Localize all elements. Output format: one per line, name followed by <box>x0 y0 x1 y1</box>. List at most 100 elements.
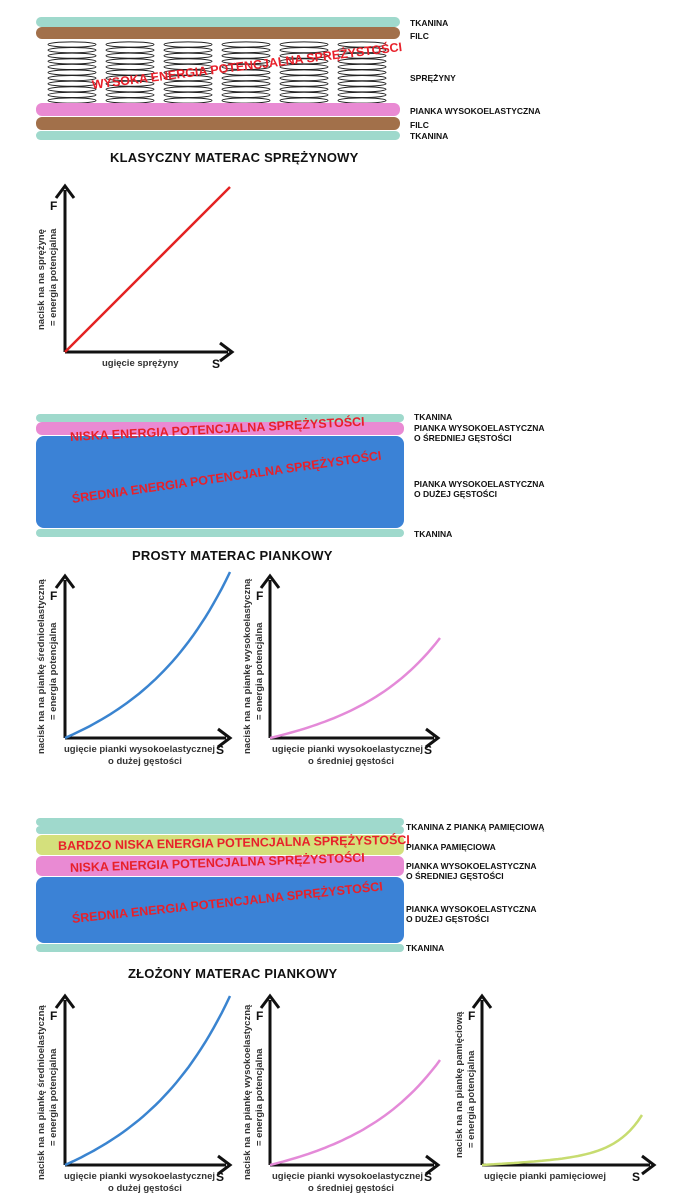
layer-fabric-bottom <box>36 529 404 537</box>
layer-foam-high-density <box>36 436 404 528</box>
label-tkanina-bottom: TKANINA <box>406 943 445 953</box>
y-axis-label-1: nacisk na na piankę pamięciową <box>454 1011 465 1158</box>
y-axis-label-2: = energia potencjalna <box>254 622 265 720</box>
label-filc-bottom: FILC <box>410 120 429 130</box>
spring-force-line <box>64 186 231 353</box>
x-axis-label-1: ugięcie pianki wysokoelastycznej <box>64 744 215 755</box>
layer-fabric-bottom <box>36 944 404 952</box>
y-axis-arrow-icon <box>471 993 493 1009</box>
layer-fabric-bottom <box>36 131 400 140</box>
x-axis-label-2: o średniej gęstości <box>308 1183 394 1194</box>
chart-spring: F S nacisk na na sprężynę = energia pote… <box>36 183 235 371</box>
spring-coil <box>279 41 329 104</box>
y-axis-letter: F <box>50 199 57 213</box>
label-sprezyny: SPRĘŻYNY <box>410 73 456 83</box>
x-axis-label: ugięcie sprężyny <box>102 358 179 369</box>
y-axis-letter: F <box>256 589 263 603</box>
x-axis-label-1: ugięcie pianki wysokoelastycznej <box>64 1171 215 1182</box>
x-axis-label-1: ugięcie pianki pamięciowej <box>484 1171 606 1182</box>
y-axis-arrow-icon <box>259 993 281 1009</box>
x-axis-letter: S <box>216 743 224 757</box>
label-filc-top: FILC <box>410 31 429 41</box>
chart-memory-foam: F S nacisk na na piankę pamięciową = ene… <box>454 993 657 1184</box>
x-axis-label-2: o dużej gęstości <box>108 1183 182 1194</box>
y-axis-label-1: nacisk na na piankę wysokoelastyczną <box>242 1004 253 1180</box>
layer-foam-medium <box>36 422 404 435</box>
y-axis-label-2: = energia potencjalna <box>48 622 59 720</box>
x-axis-letter: S <box>216 1170 224 1184</box>
x-axis-letter: S <box>424 1170 432 1184</box>
layer-foam-pink <box>36 103 400 116</box>
layer-fabric-memory-2 <box>36 826 404 834</box>
label-tkanina-bottom: TKANINA <box>414 529 453 539</box>
y-axis-arrow-icon <box>54 573 76 589</box>
x-axis-arrow-icon <box>425 1154 441 1176</box>
force-curve-green <box>481 1114 644 1167</box>
y-axis-letter: F <box>50 1009 57 1023</box>
label-pianka-high-2: O DUŻEJ GĘSTOŚCI <box>406 914 489 924</box>
force-curve-blue <box>64 995 232 1167</box>
layer-foam-medium <box>36 856 404 876</box>
y-axis-label-2: = energia potencjalna <box>466 1050 477 1148</box>
y-axis-letter: F <box>468 1009 475 1023</box>
layer-fabric-top <box>36 414 404 422</box>
y-axis-label-2: = energia potencjalna <box>48 1048 59 1146</box>
y-axis-arrow-icon <box>54 183 76 199</box>
x-axis-letter: S <box>212 357 220 371</box>
spring-coil <box>47 41 97 104</box>
layer-fabric-memory <box>36 818 404 826</box>
layer-fabric-top <box>36 17 400 27</box>
label-pianka-high-1: PIANKA WYSOKOELASTYCZNA <box>414 479 545 489</box>
label-tkanina-memory: TKANINA Z PIANKĄ PAMIĘCIOWĄ <box>406 822 545 832</box>
x-axis-arrow-icon <box>217 727 233 749</box>
x-axis-label-2: o dużej gęstości <box>108 756 182 767</box>
section-title-complex-foam: ZŁOŻONY MATERAC PIANKOWY <box>128 966 338 981</box>
label-pianka-high-1: PIANKA WYSOKOELASTYCZNA <box>406 904 537 914</box>
spring-coil <box>337 41 387 104</box>
y-axis-arrow-icon <box>54 993 76 1009</box>
y-axis-label-2: = energia potencjalna <box>254 1048 265 1146</box>
y-axis-label-1: nacisk na na piankę średnioelastyczną <box>36 1005 47 1180</box>
chart-foam-high-density-2: F S nacisk na na piankę średnioelastyczn… <box>36 993 233 1194</box>
y-axis-label-2: = energia potencjalna <box>48 228 59 326</box>
x-axis-label-1: ugięcie pianki wysokoelastycznej <box>272 744 423 755</box>
label-pianka-pamieciowa: PIANKA PAMIĘCIOWA <box>406 842 496 852</box>
y-axis-letter: F <box>256 1009 263 1023</box>
label-pianka: PIANKA WYSOKOELASTYCZNA <box>410 106 541 116</box>
x-axis-label-1: ugięcie pianki wysokoelastycznej <box>272 1171 423 1182</box>
label-pianka-medium-1: PIANKA WYSOKOELASTYCZNA <box>414 423 545 433</box>
spring-coil <box>105 41 155 104</box>
y-axis-arrow-icon <box>259 573 281 589</box>
x-axis-arrow-icon <box>641 1154 657 1176</box>
x-axis-arrow-icon <box>425 727 441 749</box>
layer-memory-foam <box>36 835 404 855</box>
force-curve-blue <box>64 571 232 740</box>
section-title-simple-foam: PROSTY MATERAC PIANKOWY <box>132 548 333 563</box>
y-axis-letter: F <box>50 589 57 603</box>
layer-foam-high-density <box>36 877 404 943</box>
layer-felt-top <box>36 27 400 39</box>
x-axis-arrow-icon <box>219 341 235 363</box>
springs-layer <box>47 41 387 104</box>
x-axis-arrow-icon <box>217 1154 233 1176</box>
label-pianka-medium-2: O ŚREDNIEJ GĘSTOŚCI <box>414 433 512 443</box>
x-axis-letter: S <box>424 743 432 757</box>
x-axis-letter: S <box>632 1170 640 1184</box>
y-axis-label-1: nacisk na na piankę wysokoelastyczną <box>242 578 253 754</box>
label-pianka-medium-1: PIANKA WYSOKOELASTYCZNA <box>406 861 537 871</box>
chart-foam-medium-density-2: F S nacisk na na piankę wysokoelastyczną… <box>242 993 442 1194</box>
chart-foam-high-density: F S nacisk na na piankę średnioelastyczn… <box>36 571 233 767</box>
label-pianka-medium-2: O ŚREDNIEJ GĘSTOŚCI <box>406 871 504 881</box>
layer-felt-bottom <box>36 117 400 130</box>
force-curve-pink <box>269 1059 442 1167</box>
label-tkanina-bottom: TKANINA <box>410 131 449 141</box>
label-tkanina-top: TKANINA <box>410 18 449 28</box>
label-tkanina-top: TKANINA <box>414 412 453 422</box>
section-title-spring: KLASYCZNY MATERAC SPRĘŻYNOWY <box>110 150 359 165</box>
chart-foam-medium-density: F S nacisk na na piankę wysokoelastyczną… <box>242 573 441 767</box>
y-axis-label-1: nacisk na na piankę średnioelastyczną <box>36 579 47 754</box>
force-curve-pink <box>269 637 441 740</box>
label-pianka-high-2: O DUŻEJ GĘSTOŚCI <box>414 489 497 499</box>
x-axis-label-2: o średniej gęstości <box>308 756 394 767</box>
y-axis-label-1: nacisk na na sprężynę <box>36 229 47 330</box>
